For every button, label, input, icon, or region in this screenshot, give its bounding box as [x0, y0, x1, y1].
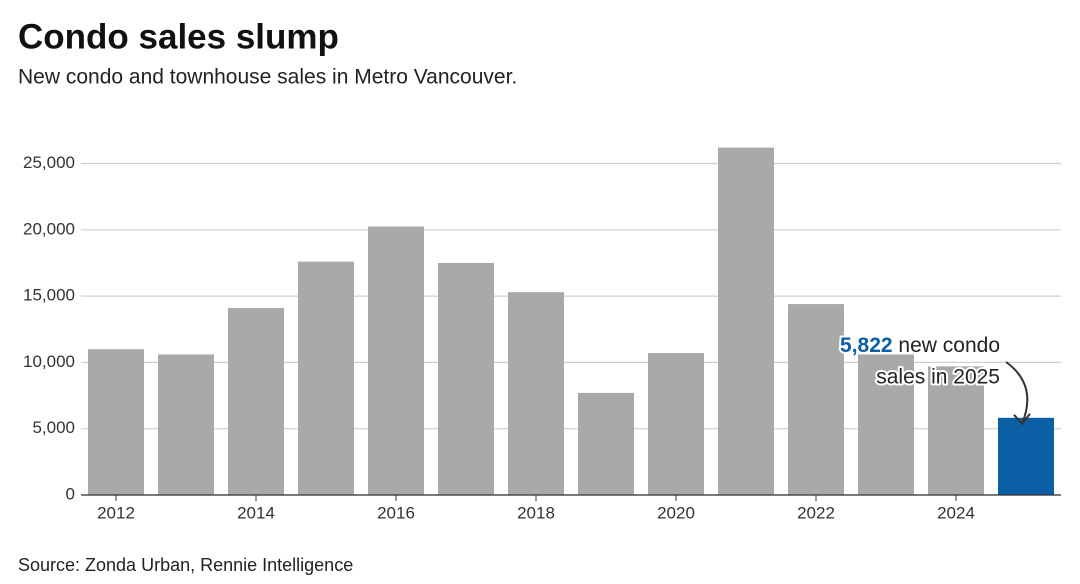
annotation: 5,822 new condo — [840, 334, 1000, 357]
x-tick-label: 2020 — [657, 503, 695, 522]
bar — [928, 366, 984, 495]
bar — [578, 392, 634, 495]
bar — [228, 308, 284, 495]
x-tick-label: 2014 — [237, 503, 275, 522]
annotation-text: new condo — [898, 334, 1000, 357]
y-tick-label: 10,000 — [23, 352, 75, 371]
y-tick-label: 25,000 — [23, 153, 75, 172]
x-tick-label: 2016 — [377, 503, 415, 522]
source-note: Source: Zonda Urban, Rennie Intelligence — [18, 555, 353, 575]
bar — [368, 226, 424, 495]
annotation-arrow — [1005, 361, 1029, 425]
x-tick-label: 2012 — [97, 503, 135, 522]
bar — [158, 354, 214, 495]
chart-subtitle: New condo and townhouse sales in Metro V… — [18, 66, 517, 89]
bar — [508, 292, 564, 495]
bar — [788, 304, 844, 495]
bar — [858, 354, 914, 495]
annotation: sales in 2025 — [876, 366, 1000, 389]
bar — [998, 417, 1054, 495]
y-tick-label: 5,000 — [32, 418, 75, 437]
bar — [438, 262, 494, 495]
y-tick-label: 20,000 — [23, 219, 75, 238]
x-tick-label: 2022 — [797, 503, 835, 522]
bar — [88, 349, 144, 495]
x-tick-label: 2024 — [937, 503, 975, 522]
value-label: 5,822 — [840, 334, 893, 357]
bar — [718, 147, 774, 495]
y-tick-label: 0 — [66, 484, 75, 503]
bar — [298, 261, 354, 495]
x-tick-label: 2018 — [517, 503, 555, 522]
bar — [648, 353, 704, 495]
y-tick-label: 15,000 — [23, 286, 75, 305]
chart-title: Condo sales slump — [18, 17, 339, 56]
arrow-head — [1013, 413, 1031, 426]
